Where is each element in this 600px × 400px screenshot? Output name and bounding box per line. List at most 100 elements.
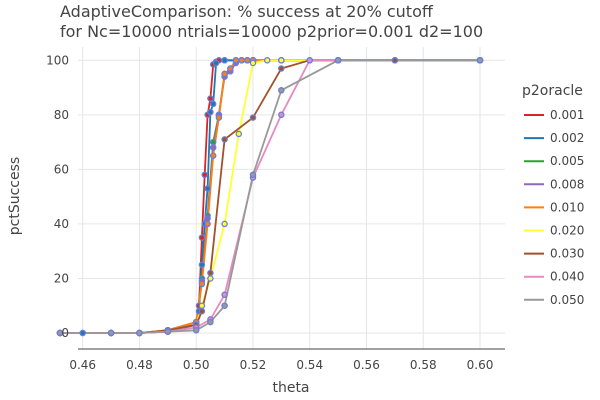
data-point [221,136,228,143]
grid [78,47,505,349]
legend-item-0.010: 0.010 [524,200,584,214]
legend-item-0.040: 0.040 [524,270,584,284]
data-point [221,57,228,64]
data-point [476,57,484,64]
x-tick-labels: 0.46 0.48 0.50 0.52 0.54 0.56 0.58 0.60 [69,358,493,372]
x-tick-label: 0.58 [410,358,437,372]
data-point [209,100,217,108]
data-point [204,220,211,228]
data-point [207,318,214,326]
series-line-0.040 [60,59,480,334]
series-line-0.050 [60,59,480,334]
data-point [209,152,217,159]
data-point [198,261,206,269]
chart-title: AdaptiveComparison: % success at 20% cut… [60,2,434,21]
legend-item-0.020: 0.020 [524,224,584,238]
y-tick-label: 20 [54,271,69,285]
y-tick-labels: 0 20 40 60 80 100 [46,53,69,340]
data-point [192,327,200,334]
data-point [212,59,220,67]
x-tick-label: 0.46 [69,358,96,372]
series-line-0.030 [60,59,480,334]
series-line-0.010 [60,59,480,334]
data-point [235,130,243,138]
series-lines [60,59,480,334]
data-point [238,57,245,64]
data-point [278,87,285,94]
data-point [207,275,214,282]
legend-label: 0.020 [550,224,584,238]
data-point [391,57,399,64]
legend-label: 0.001 [550,108,584,122]
data-point [263,57,271,64]
data-point [107,329,115,337]
legend-item-0.002: 0.002 [524,131,584,145]
y-tick-label: 0 [61,326,69,340]
data-point [278,57,285,64]
data-point [249,114,257,121]
legend-label: 0.005 [550,154,584,168]
legend-label: 0.008 [550,177,584,191]
data-point [207,95,214,102]
legend-label: 0.002 [550,131,584,145]
data-point [204,185,211,192]
data-point [198,234,206,241]
series-line-0.002 [60,59,480,334]
legend: p2oracle 0.0010.0020.0050.0080.0100.0200… [522,83,584,307]
legend-label: 0.030 [550,247,584,261]
legend-item-0.005: 0.005 [524,154,584,168]
data-point [278,111,285,119]
x-tick-label: 0.54 [296,358,323,372]
legend-label: 0.040 [550,270,584,284]
legend-item-0.001: 0.001 [524,108,584,122]
x-tick-label: 0.56 [353,358,380,372]
data-point [249,171,257,179]
x-axis-title: theta [272,380,309,396]
data-point [221,302,228,309]
data-point [164,328,172,335]
legend-item-0.050: 0.050 [524,293,584,307]
data-point [207,269,214,277]
data-point [278,65,285,72]
data-point [198,307,206,315]
data-point [209,138,217,146]
y-axis-title: pctSuccess [7,157,23,235]
y-tick-label: 40 [54,217,69,231]
data-point [334,57,342,64]
y-tick-label: 80 [54,108,69,122]
data-point [79,329,86,337]
x-tick-label: 0.48 [126,358,153,372]
data-point [221,70,228,78]
data-point [306,57,313,64]
data-point [56,329,64,337]
legend-title: p2oracle [522,83,583,99]
data-point [221,220,228,228]
data-point [249,59,257,67]
y-tick-label: 100 [46,53,69,67]
series-line-0.008 [60,59,480,334]
series-line-0.020 [60,59,480,334]
data-point [204,215,211,222]
data-point [201,171,208,179]
x-tick-label: 0.50 [183,358,210,372]
legend-item-0.008: 0.008 [524,177,584,191]
x-tick-label: 0.60 [467,358,494,372]
chart-subtitle: for Nc=10000 ntrials=10000 p2prior=0.001… [60,22,483,41]
data-markers [56,57,484,337]
series-line-0.005 [60,59,480,334]
data-point [244,57,251,64]
data-point [227,65,234,72]
x-tick-label: 0.52 [240,358,267,372]
data-point [221,291,228,299]
data-point [198,302,206,309]
data-point [232,57,240,64]
y-tick-label: 60 [54,162,69,176]
series-line-0.001 [60,59,480,334]
data-point [198,280,206,288]
data-point [136,329,143,337]
data-point [215,114,223,121]
legend-items: 0.001 0.002 0.005 0.008 0.010 0.020 0.030 0.040… [524,108,584,307]
legend-label: 0.010 [550,200,584,214]
